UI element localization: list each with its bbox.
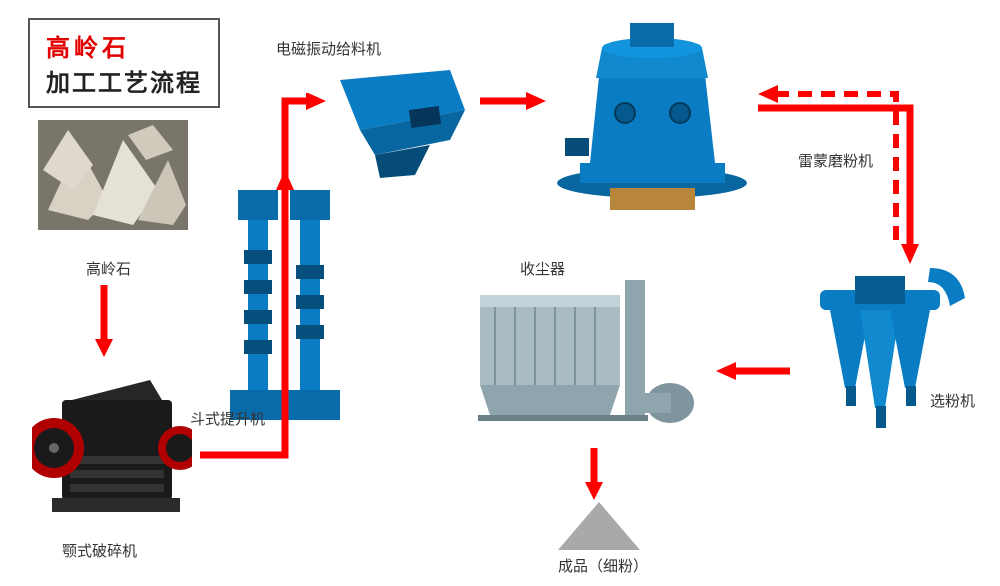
arrow-crusher-elevator [198, 168, 298, 468]
node-crusher [32, 370, 192, 520]
arrow-classifier-collector [712, 360, 792, 382]
node-feeder [320, 60, 470, 180]
arrow-feeder-mill [480, 90, 550, 112]
mill-icon [550, 18, 755, 218]
arrow-rock-crusher [94, 285, 114, 360]
crusher-icon [32, 370, 192, 520]
arrow-elevator-feeder [278, 93, 328, 183]
label-crusher: 颚式破碎机 [62, 540, 137, 561]
title-box: 高岭石 加工工艺流程 [28, 18, 220, 108]
arrow-collector-product [584, 448, 604, 502]
title-line1: 高岭石 [46, 28, 202, 63]
title-line2: 加工工艺流程 [46, 63, 202, 98]
node-classifier [800, 258, 970, 438]
collector-icon [470, 275, 700, 445]
node-mill [550, 18, 755, 218]
node-rock [38, 120, 188, 230]
label-feeder: 电磁振动给料机 [276, 38, 381, 59]
classifier-icon [800, 258, 970, 438]
label-product: 成品（细粉） [558, 555, 648, 576]
label-collector: 收尘器 [520, 258, 565, 279]
node-collector [470, 275, 700, 445]
powder-pile-icon [554, 500, 644, 555]
label-classifier: 选粉机 [930, 390, 975, 411]
feeder-icon [320, 60, 470, 180]
rock-icon [38, 120, 188, 230]
arrow-mill-classifier [756, 80, 926, 270]
node-product [554, 500, 644, 560]
label-rock: 高岭石 [86, 258, 131, 279]
